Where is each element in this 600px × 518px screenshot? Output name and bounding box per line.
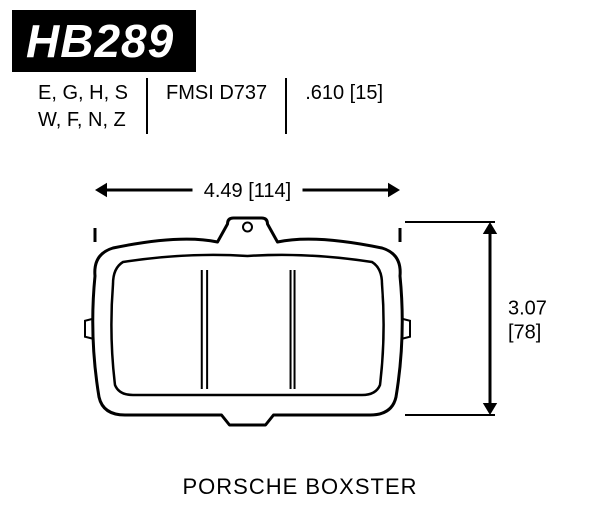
diagram-area: 4.49 [114] 3.07[78] xyxy=(0,160,600,470)
svg-text:[78]: [78] xyxy=(508,322,541,344)
fmsi-cell: FMSI D737 xyxy=(148,80,285,107)
thickness-cell: .610 [15] xyxy=(287,80,401,107)
application-label: PORSCHE BOXSTER xyxy=(0,474,600,500)
spec-row: E, G, H, S W, F, N, Z FMSI D737 .610 [15… xyxy=(20,80,401,134)
svg-text:3.07: 3.07 xyxy=(508,298,547,320)
compounds-line-2: W, F, N, Z xyxy=(38,107,128,134)
compounds-cell: E, G, H, S W, F, N, Z xyxy=(20,80,146,134)
svg-text:4.49 [114]: 4.49 [114] xyxy=(204,180,291,202)
brake-pad-diagram: 4.49 [114] 3.07[78] xyxy=(0,160,600,470)
part-number-header: HB289 xyxy=(12,10,196,72)
compounds-line-1: E, G, H, S xyxy=(38,80,128,107)
